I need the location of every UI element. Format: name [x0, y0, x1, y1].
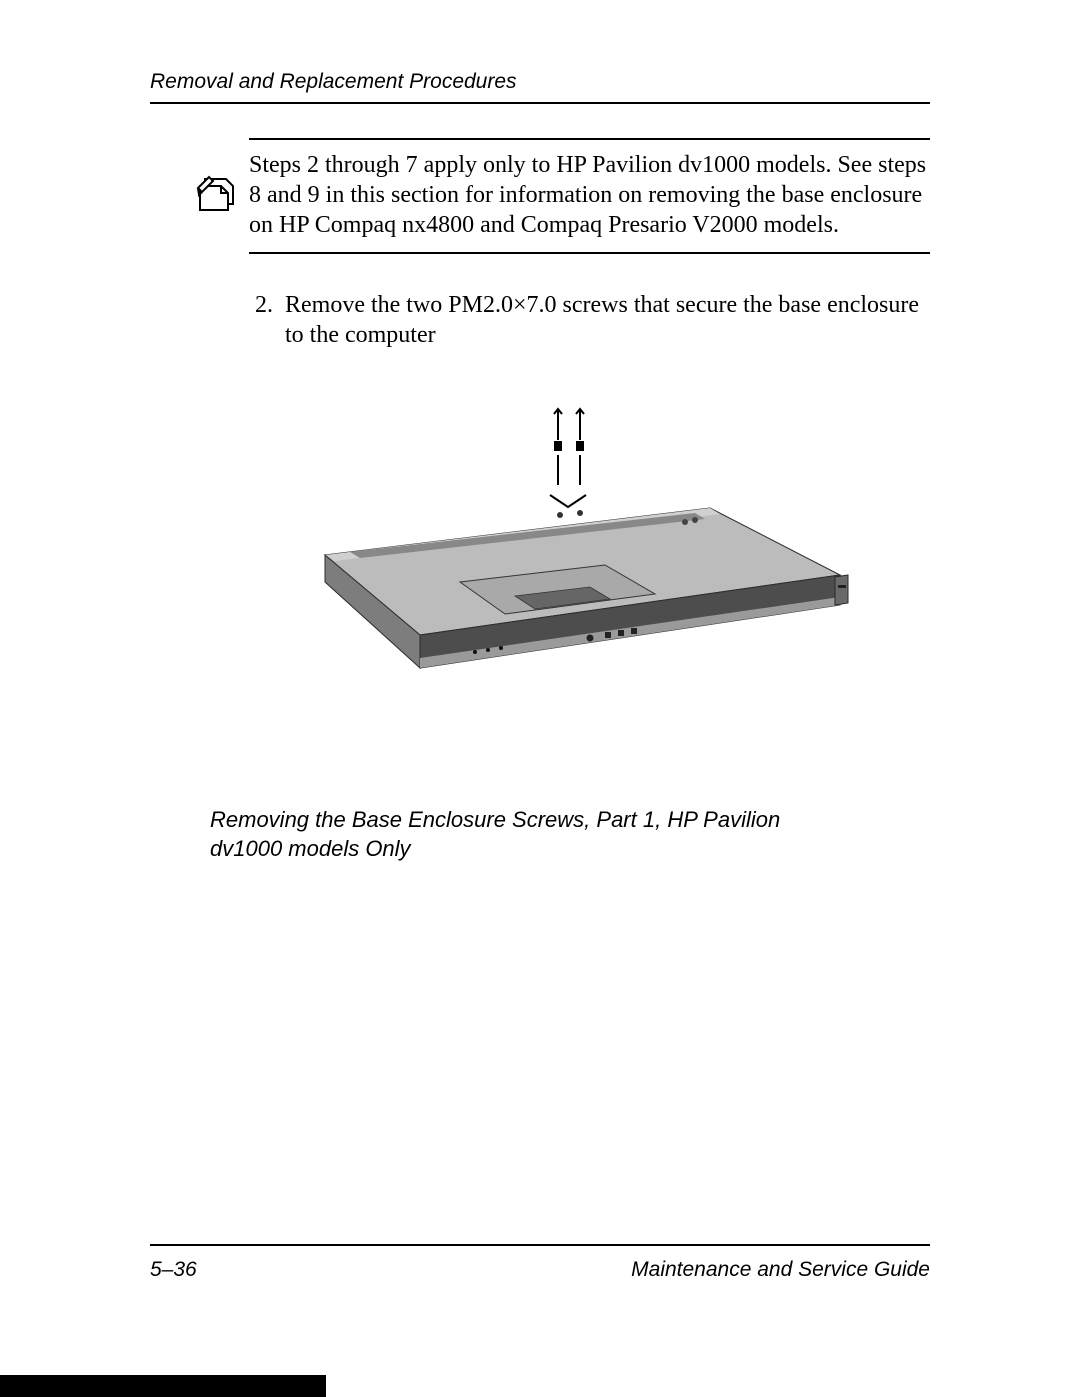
figure-caption: Removing the Base Enclosure Screws, Part… [210, 806, 830, 863]
note-pencil-icon [195, 174, 235, 219]
step-2: 2. Remove the two PM2.0×7.0 screws that … [255, 290, 930, 350]
footer-page-number: 5–36 [150, 1258, 197, 1282]
document-page: Removal and Replacement Procedures Steps… [0, 0, 1080, 1397]
step-number: 2. [255, 290, 285, 350]
note-block: Steps 2 through 7 apply only to HP Pavil… [195, 138, 930, 254]
header-title: Removal and Replacement Procedures [150, 70, 517, 93]
page-header: Removal and Replacement Procedures [150, 70, 930, 104]
footer-guide-title: Maintenance and Service Guide [631, 1258, 930, 1282]
redaction-bar [0, 1375, 326, 1397]
step-text: Remove the two PM2.0×7.0 screws that sec… [285, 290, 930, 350]
page-footer: 5–36 Maintenance and Service Guide [150, 1244, 930, 1282]
laptop-diagram [290, 400, 850, 710]
note-text: Steps 2 through 7 apply only to HP Pavil… [249, 138, 930, 254]
figure-illustration [210, 400, 930, 710]
